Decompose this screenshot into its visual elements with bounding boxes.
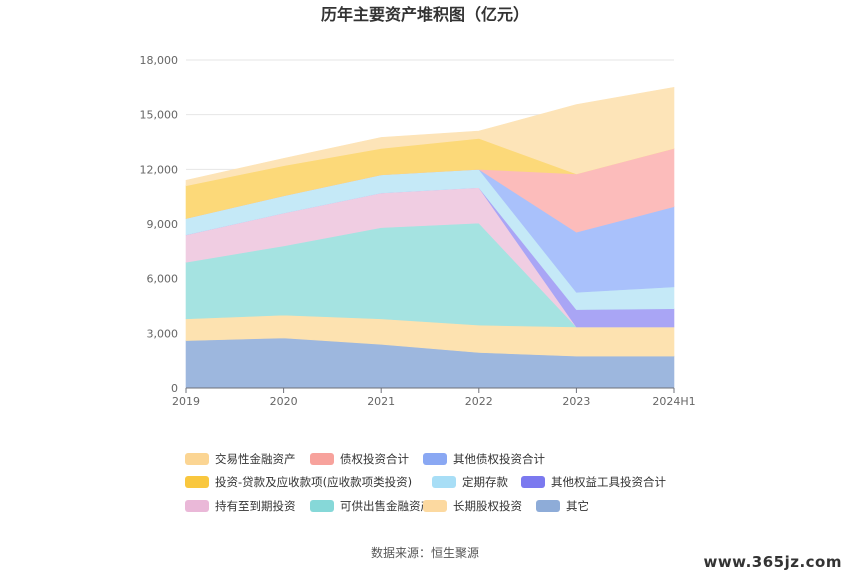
- source-note: 数据来源：恒生聚源: [371, 545, 479, 560]
- legend-label: 可供出售金融资产: [340, 499, 432, 513]
- x-tick-label: 2021: [367, 395, 395, 408]
- legend-label: 投资-贷款及应收款项(应收款项类投资): [215, 475, 412, 489]
- legend-label: 持有至到期投资: [215, 499, 296, 513]
- y-tick-label: 0: [171, 382, 178, 395]
- legend-swatch: [185, 453, 209, 465]
- x-tick-label: 2024H1: [652, 395, 695, 408]
- legend-swatch: [185, 500, 209, 512]
- axes: 0 3,000 6,000 9,000 12,000 15,000 18,000 2019 20…: [140, 54, 696, 408]
- x-tick-label: 2020: [270, 395, 298, 408]
- y-tick-label: 9,000: [147, 218, 179, 231]
- area-series: [185, 86, 675, 187]
- legend-swatch: [536, 500, 560, 512]
- legend-label: 债权投资合计: [340, 452, 409, 466]
- legend-swatch: [423, 500, 447, 512]
- chart-title: 历年主要资产堆积图（亿元）: [321, 5, 529, 24]
- legend-label: 其它: [566, 499, 589, 513]
- x-tick-label: 2022: [465, 395, 493, 408]
- legend-label: 其他债权投资合计: [453, 452, 545, 466]
- legend-swatch: [423, 453, 447, 465]
- y-tick-label: 12,000: [140, 163, 179, 176]
- legend-label: 定期存款: [462, 475, 508, 489]
- legend-swatch: [185, 476, 209, 488]
- y-tick-label: 18,000: [140, 54, 179, 67]
- legend-swatch: [310, 500, 334, 512]
- legend-label: 交易性金融资产: [215, 452, 296, 466]
- y-tick-label: 6,000: [147, 273, 179, 286]
- x-tick-label: 2019: [172, 395, 200, 408]
- legend-swatch: [521, 476, 545, 488]
- legend-label: 其他权益工具投资合计: [551, 475, 666, 489]
- y-tick-label: 3,000: [147, 327, 179, 340]
- legend-swatch: [432, 476, 456, 488]
- area-series: [185, 86, 675, 389]
- watermark: www.365jz.com: [703, 553, 842, 571]
- legend-label: 长期股权投资: [453, 499, 522, 513]
- y-tick-label: 15,000: [140, 109, 179, 122]
- legend-swatch: [310, 453, 334, 465]
- legend: 交易性金融资产 债权投资合计 其他债权投资合计投资-贷款及应收款项(应收款项类投资)…: [185, 452, 666, 513]
- x-tick-label: 2023: [562, 395, 590, 408]
